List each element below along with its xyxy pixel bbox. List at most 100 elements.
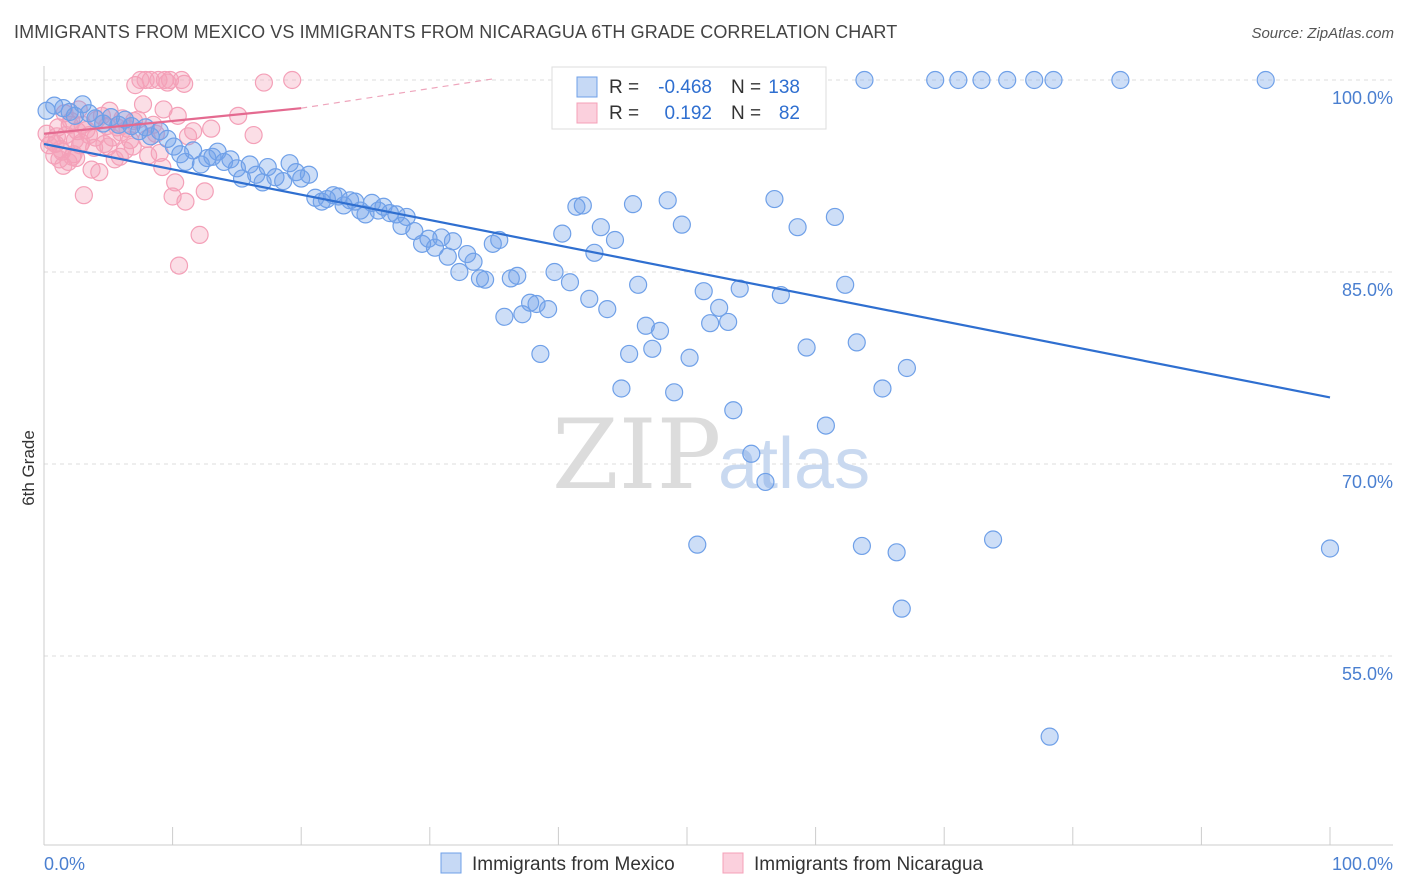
mexico-point-5 xyxy=(73,95,92,114)
legend-n-value-nicaragua: 82 xyxy=(779,103,800,124)
mexico-point-79 xyxy=(545,262,564,282)
mexico-point-119 xyxy=(887,543,906,562)
mexico-point-77 xyxy=(531,344,550,364)
mexico-point-99 xyxy=(680,348,699,367)
mexico-point-9 xyxy=(101,108,120,127)
legend-r-value-nicaragua: 0.192 xyxy=(664,103,712,124)
mexico-point-76 xyxy=(527,294,546,314)
mexico-point-134 xyxy=(1044,70,1063,90)
mexico-point-105 xyxy=(724,401,743,420)
chart-source: Source: ZipAtlas.com xyxy=(1251,25,1394,42)
mexico-point-62 xyxy=(438,247,457,266)
y-tick-label-0: 100.0% xyxy=(1332,88,1393,108)
legend-r-value-mexico: -0.468 xyxy=(658,77,712,98)
mexico-point-88 xyxy=(605,230,625,250)
mexico-point-92 xyxy=(629,275,648,294)
legend-r-label-nicaragua: R = xyxy=(609,103,639,124)
mexico-point-122 xyxy=(983,530,1003,549)
mexico-point-68 xyxy=(475,270,495,289)
mexico-point-21 xyxy=(184,141,203,160)
mexico-point-123 xyxy=(1040,727,1059,746)
mexico-point-98 xyxy=(672,215,691,234)
nicaragua-point-38 xyxy=(136,70,155,90)
nicaragua-point-37 xyxy=(133,95,153,114)
mexico-point-64 xyxy=(450,262,469,282)
mexico-point-112 xyxy=(797,338,816,357)
mexico-point-136 xyxy=(1256,70,1275,90)
mexico-point-109 xyxy=(765,189,784,209)
nicaragua-point-59 xyxy=(244,125,263,145)
mexico-point-66 xyxy=(464,252,483,271)
mexico-point-71 xyxy=(495,307,514,326)
mexico-point-73 xyxy=(508,266,527,285)
legend-n-label-nicaragua: N = xyxy=(731,103,761,124)
x-tick-label-max: 100.0% xyxy=(1332,854,1393,874)
mexico-point-111 xyxy=(788,218,807,237)
nicaragua-point-64 xyxy=(99,137,118,156)
mexico-point-108 xyxy=(756,472,775,492)
bottom-legend-swatch-mexico xyxy=(440,852,462,874)
mexico-point-96 xyxy=(658,191,677,210)
mexico-point-131 xyxy=(972,70,991,90)
mexico-point-102 xyxy=(701,314,720,333)
mexico-point-70 xyxy=(490,230,509,250)
mexico-point-101 xyxy=(694,282,713,301)
mexico-point-30 xyxy=(240,155,259,174)
mexico-point-116 xyxy=(847,333,866,352)
legend-n-label-mexico: N = xyxy=(731,77,761,98)
mexico-point-89 xyxy=(612,379,631,398)
mexico-point-86 xyxy=(591,218,610,237)
mexico-point-80 xyxy=(553,224,572,243)
y-tick-label-1: 85.0% xyxy=(1342,280,1393,300)
watermark-zip: ZIP xyxy=(552,399,721,511)
mexico-point-24 xyxy=(203,147,222,166)
mexico-trend-line xyxy=(43,142,1331,399)
mexico-point-27 xyxy=(221,150,240,169)
mexico-point-120 xyxy=(892,599,911,618)
nicaragua-point-81 xyxy=(154,100,173,119)
nicaragua-point-53 xyxy=(178,127,198,146)
mexico-point-100 xyxy=(688,535,707,554)
mexico-point-107 xyxy=(742,444,761,463)
nicaragua-point-36 xyxy=(131,70,150,90)
y-axis-label: 6th Grade xyxy=(19,430,38,506)
series-legend: Immigrants from Mexico Immigrants from N… xyxy=(440,852,984,875)
mexico-point-97 xyxy=(665,383,684,402)
mexico-point-128 xyxy=(855,70,874,90)
legend-swatch-nicaragua xyxy=(576,102,598,124)
bottom-legend-swatch-nicaragua xyxy=(722,852,744,874)
mexico-point-84 xyxy=(580,289,599,308)
stats-legend: R = -0.468 N = 138 R = 0.192 N = 82 xyxy=(551,66,827,130)
mexico-point-124 xyxy=(1320,539,1340,558)
nicaragua-point-69 xyxy=(169,256,189,275)
mexico-point-129 xyxy=(926,70,945,90)
nicaragua-point-60 xyxy=(254,73,274,92)
nicaragua-point-56 xyxy=(195,182,214,201)
mexico-point-114 xyxy=(825,207,844,227)
mexico-point-95 xyxy=(650,321,670,340)
mexico-point-39 xyxy=(299,165,319,184)
nicaragua-point-70 xyxy=(176,192,195,211)
bottom-legend-label-mexico: Immigrants from Mexico xyxy=(472,854,675,875)
stats-legend-box xyxy=(551,66,827,130)
mexico-point-83 xyxy=(573,196,592,215)
x-tick-label-min: 0.0% xyxy=(44,854,85,874)
mexico-point-33 xyxy=(258,157,277,177)
mexico-point-35 xyxy=(274,172,293,191)
legend-r-label-mexico: R = xyxy=(609,77,639,98)
nicaragua-point-20 xyxy=(90,163,109,182)
mexico-point-63 xyxy=(443,232,463,251)
nicaragua-point-14 xyxy=(74,186,93,205)
mexico-point-113 xyxy=(816,416,835,435)
mexico-point-60 xyxy=(425,238,445,257)
legend-swatch-mexico xyxy=(576,76,598,98)
y-tick-label-2: 70.0% xyxy=(1342,472,1393,492)
mexico-point-75 xyxy=(521,293,540,312)
nicaragua-trend-extension xyxy=(301,78,495,109)
nicaragua-trend-line xyxy=(43,107,302,135)
nicaragua-point-54 xyxy=(184,122,203,141)
mexico-point-135 xyxy=(1111,70,1130,90)
nicaragua-point-61 xyxy=(283,70,302,90)
nicaragua-point-49 xyxy=(166,173,185,192)
